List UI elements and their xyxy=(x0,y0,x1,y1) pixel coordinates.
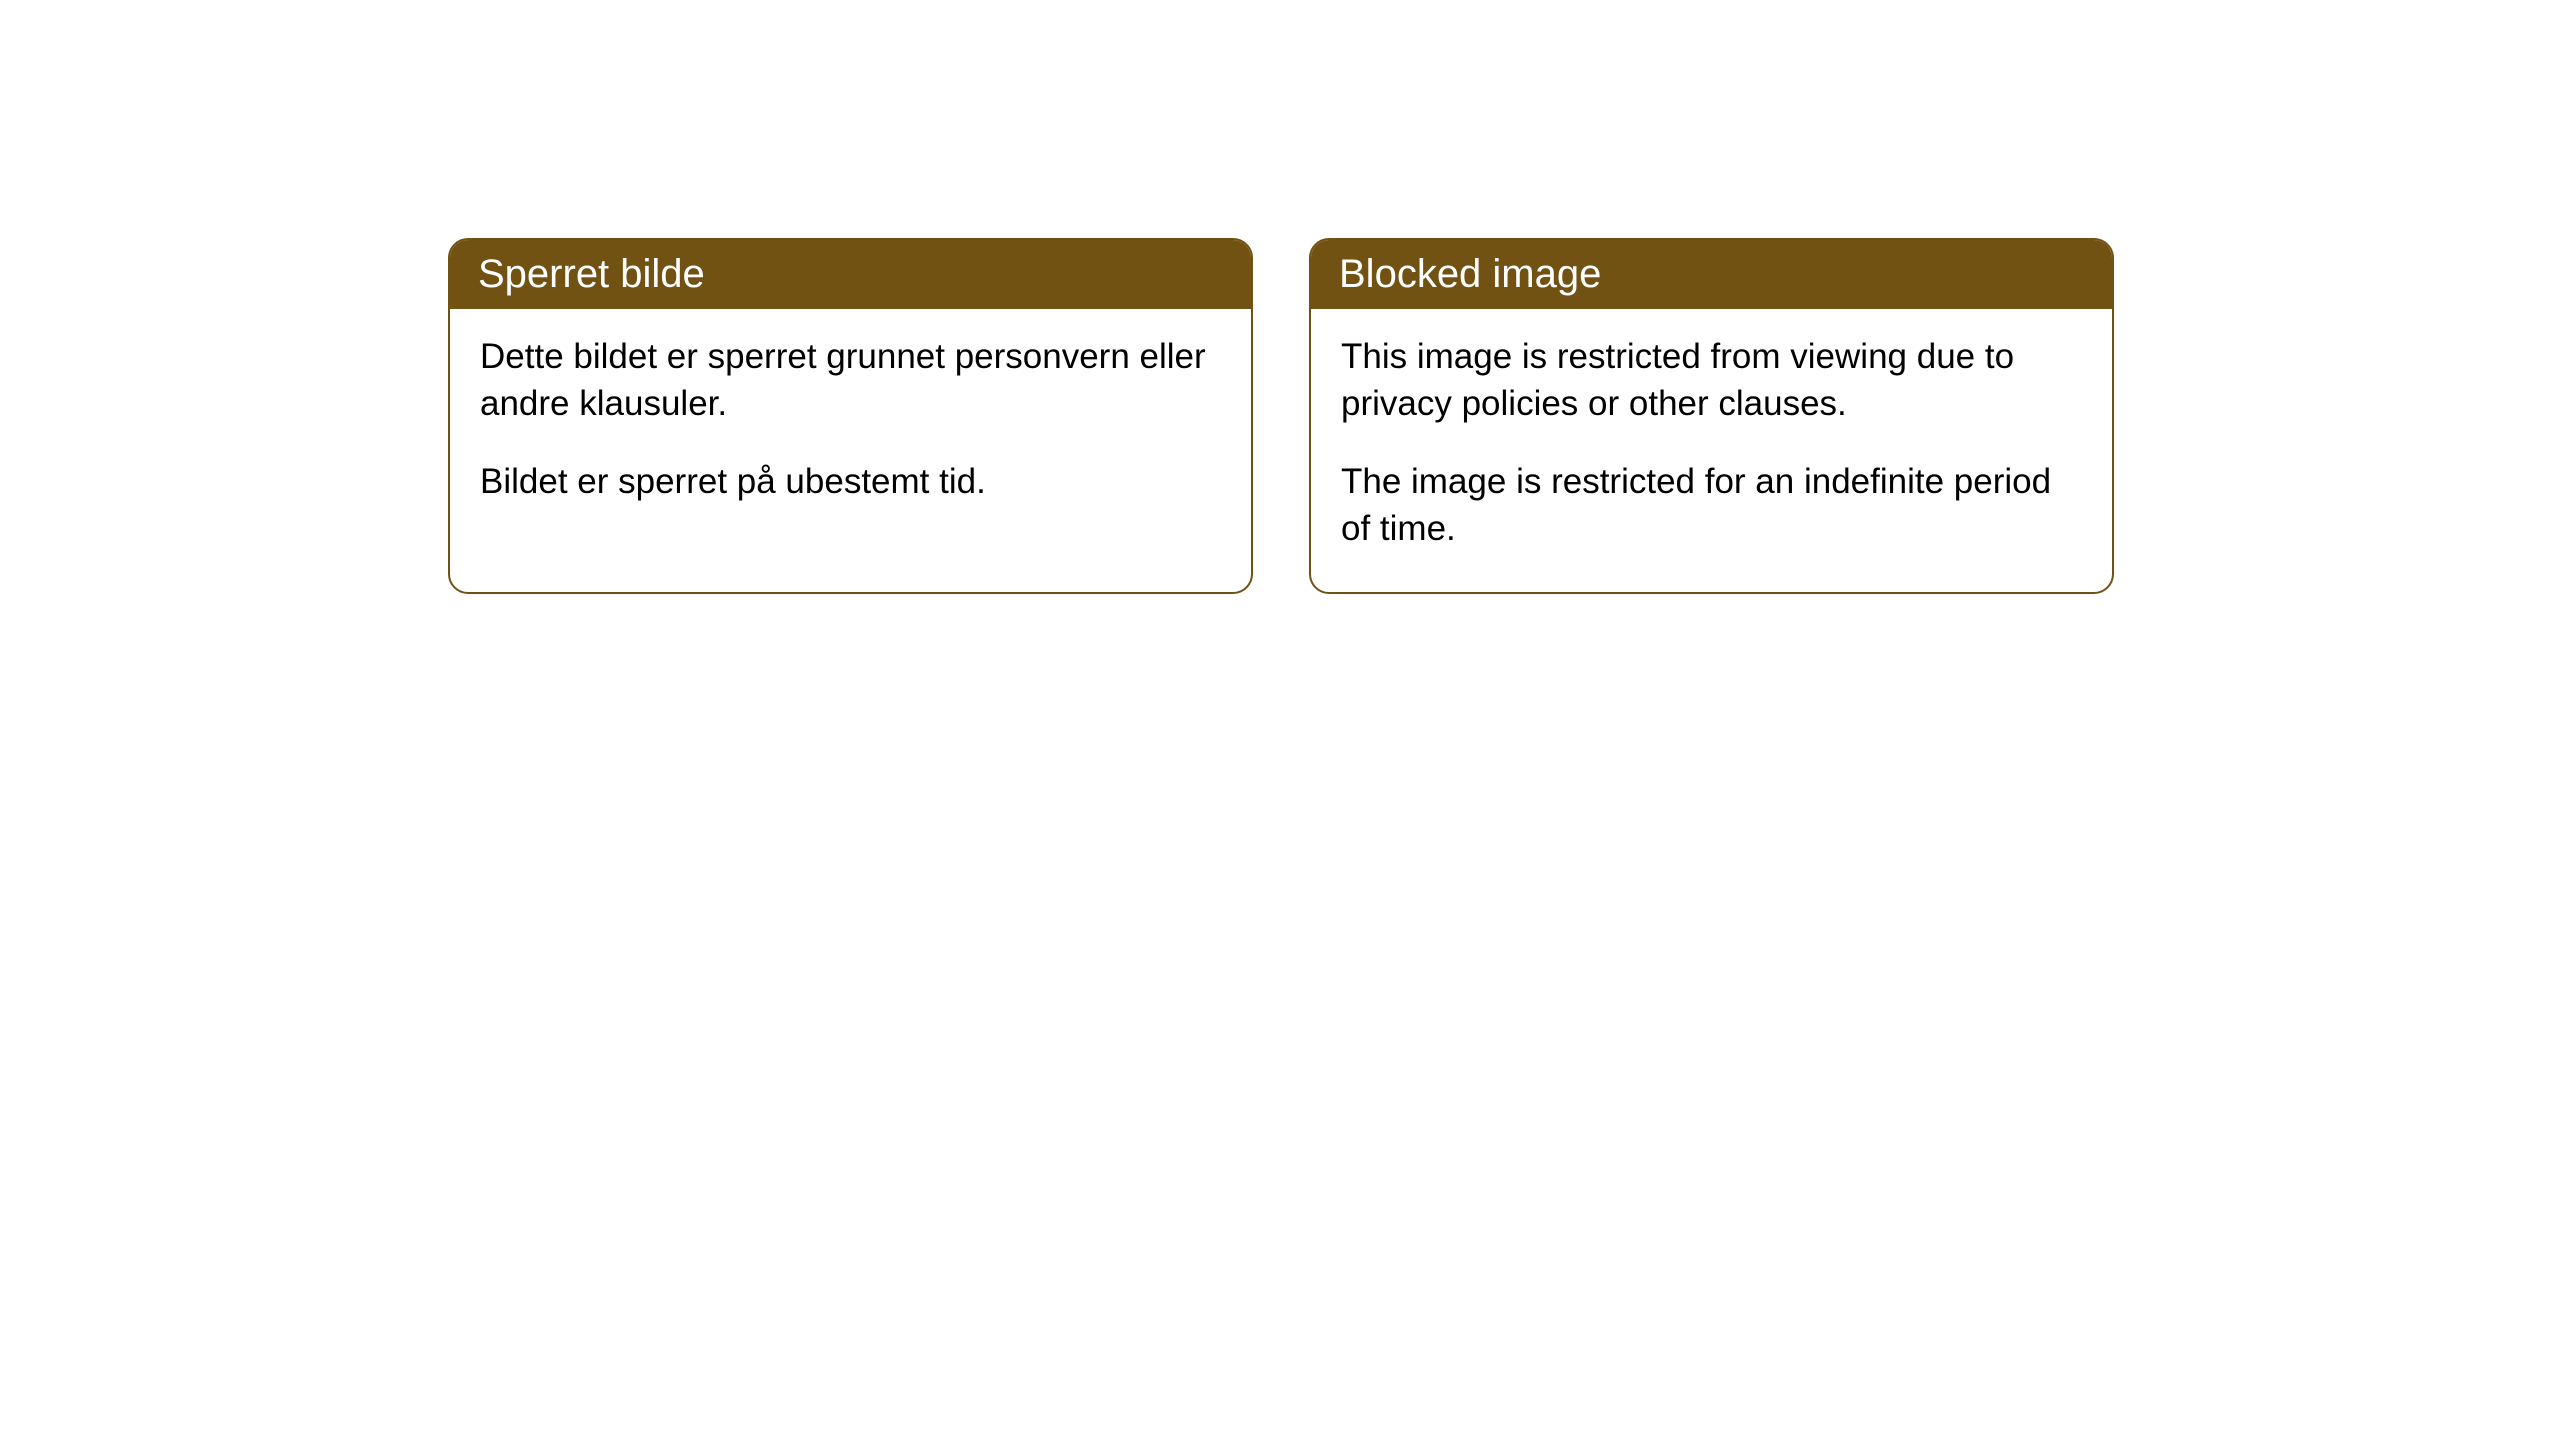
card-paragraph-no-1: Dette bildet er sperret grunnet personve… xyxy=(480,333,1221,428)
notice-cards-container: Sperret bilde Dette bildet er sperret gr… xyxy=(448,238,2114,594)
blocked-image-card-en: Blocked image This image is restricted f… xyxy=(1309,238,2114,594)
card-paragraph-en-1: This image is restricted from viewing du… xyxy=(1341,333,2082,428)
blocked-image-card-no: Sperret bilde Dette bildet er sperret gr… xyxy=(448,238,1253,594)
card-paragraph-no-2: Bildet er sperret på ubestemt tid. xyxy=(480,458,1221,505)
card-paragraph-en-2: The image is restricted for an indefinit… xyxy=(1341,458,2082,553)
card-header-en: Blocked image xyxy=(1311,240,2112,309)
card-body-en: This image is restricted from viewing du… xyxy=(1311,309,2112,592)
card-header-no: Sperret bilde xyxy=(450,240,1251,309)
card-body-no: Dette bildet er sperret grunnet personve… xyxy=(450,309,1251,545)
